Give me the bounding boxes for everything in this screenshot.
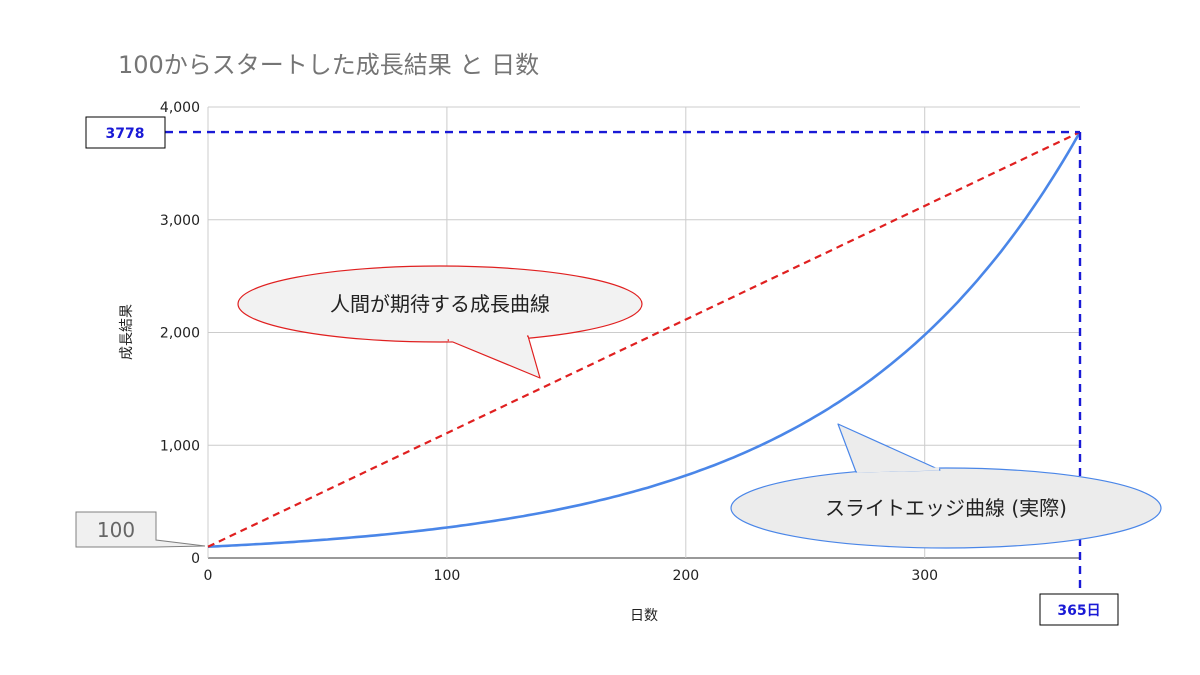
actual-callout-bubble (730, 467, 1162, 549)
expected-callout-label: 人間が期待する成長曲線 (330, 292, 550, 316)
actual-callout-joint (856, 467, 940, 473)
x-axis-title: 日数 (630, 608, 658, 624)
y-axis-title: 成長結果 (119, 304, 135, 360)
x-tick-label: 0 (204, 568, 213, 584)
actual-series-line (207, 131, 1082, 548)
expected-callout-joint (448, 334, 528, 342)
y-tick-label: 2,000 (160, 326, 200, 342)
expected-callout-bubble (237, 265, 643, 343)
end-day-label: 365日 (1057, 603, 1100, 619)
x-tick-label: 300 (911, 568, 938, 584)
y-tick-label: 1,000 (160, 438, 200, 454)
start-value-box-shape (75, 511, 206, 548)
actual-callout-label: スライトエッジ曲線 (実際) (825, 496, 1067, 520)
y-tick-label: 0 (191, 551, 200, 567)
expected-series-line (207, 131, 1081, 548)
actual-callout: スライトエッジ曲線 (実際) (730, 423, 1162, 549)
tick-labels: 0 1,000 2,000 3,000 4,000 0 100 200 300 (160, 100, 938, 584)
chart-title: 100からスタートした成長結果 と 日数 (118, 51, 539, 79)
end-day-box: 365日 (1039, 593, 1119, 626)
y-tick-label: 4,000 (160, 100, 200, 116)
y-tick-label: 3,000 (160, 213, 200, 229)
x-tick-label: 100 (434, 568, 461, 584)
x-tick-label: 200 (672, 568, 699, 584)
end-value-box: 3778 (85, 116, 166, 149)
start-value-box: 100 (75, 511, 206, 548)
end-value-label: 3778 (106, 126, 145, 142)
expected-callout: 人間が期待する成長曲線 (237, 265, 643, 379)
series-group (207, 131, 1082, 548)
expected-callout-tail (447, 335, 541, 379)
start-value-label: 100 (97, 518, 135, 542)
end-day-box-shape (1039, 593, 1119, 626)
end-value-box-shape (85, 116, 166, 149)
